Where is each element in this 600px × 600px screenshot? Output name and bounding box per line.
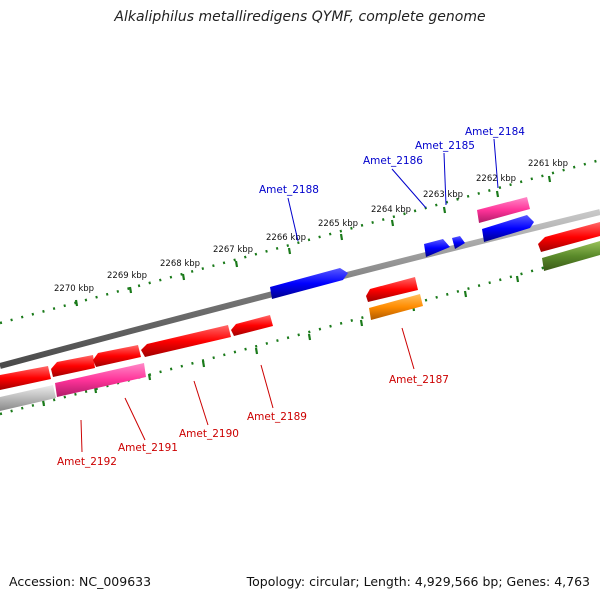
tick-label-2267: 2267 kbp bbox=[213, 245, 253, 255]
label-amet-2190[interactable]: Amet_2190 bbox=[179, 428, 239, 440]
label-amet-2192[interactable]: Amet_2192 bbox=[57, 456, 117, 468]
feature-amet-2187[interactable] bbox=[366, 277, 418, 302]
feature-amet-2188[interactable] bbox=[270, 268, 348, 299]
tick-label-2264: 2264 kbp bbox=[371, 205, 411, 215]
label-amet-2184[interactable]: Amet_2184 bbox=[465, 126, 525, 138]
major-ticks-outer bbox=[74, 175, 552, 307]
tick-label-2261: 2261 kbp bbox=[528, 159, 568, 169]
feature-cds-left-3[interactable] bbox=[93, 345, 141, 367]
label-amet-2185[interactable]: Amet_2185 bbox=[415, 140, 475, 152]
feature-cds-right[interactable] bbox=[538, 222, 600, 252]
genome-info-text: Topology: circular; Length: 4,929,566 bp… bbox=[246, 574, 590, 589]
tick-label-2266: 2266 kbp bbox=[266, 233, 306, 243]
label-amet-2186[interactable]: Amet_2186 bbox=[363, 155, 423, 167]
map-title: Alkaliphilus metalliredigens QYMF, compl… bbox=[114, 9, 486, 25]
tick-label-2263: 2263 kbp bbox=[423, 190, 463, 200]
feature-amet-2187-b[interactable] bbox=[369, 294, 423, 320]
tick-label-2262: 2262 kbp bbox=[476, 174, 516, 184]
leaders-bottom bbox=[80, 327, 415, 453]
feature-cds-left-2[interactable] bbox=[51, 355, 95, 377]
label-amet-2189[interactable]: Amet_2189 bbox=[247, 411, 307, 423]
feature-amet-2184-b[interactable] bbox=[482, 215, 534, 242]
feature-gray[interactable] bbox=[0, 385, 56, 411]
feature-amet-2186[interactable] bbox=[424, 239, 450, 257]
accession-text: Accession: NC_009633 bbox=[9, 574, 152, 589]
tick-ring-inner bbox=[0, 250, 600, 416]
feature-amet-2190[interactable] bbox=[141, 325, 231, 357]
feature-amet-2189[interactable] bbox=[231, 315, 273, 336]
feature-amet-2184[interactable] bbox=[477, 197, 530, 223]
tick-label-2270: 2270 kbp bbox=[54, 284, 94, 294]
label-amet-2187[interactable]: Amet_2187 bbox=[389, 374, 449, 386]
feature-olive[interactable] bbox=[542, 241, 600, 271]
feature-cds-left-1[interactable] bbox=[0, 366, 51, 390]
feature-amet-2185[interactable] bbox=[452, 236, 465, 249]
leaders-top bbox=[287, 138, 499, 242]
label-amet-2191[interactable]: Amet_2191 bbox=[118, 442, 178, 454]
tick-label-2269: 2269 kbp bbox=[107, 271, 147, 281]
label-amet-2188[interactable]: Amet_2188 bbox=[259, 184, 319, 196]
tick-label-2268: 2268 kbp bbox=[160, 259, 200, 269]
feature-amet-2191[interactable] bbox=[55, 363, 146, 397]
tick-label-2265: 2265 kbp bbox=[318, 219, 358, 229]
